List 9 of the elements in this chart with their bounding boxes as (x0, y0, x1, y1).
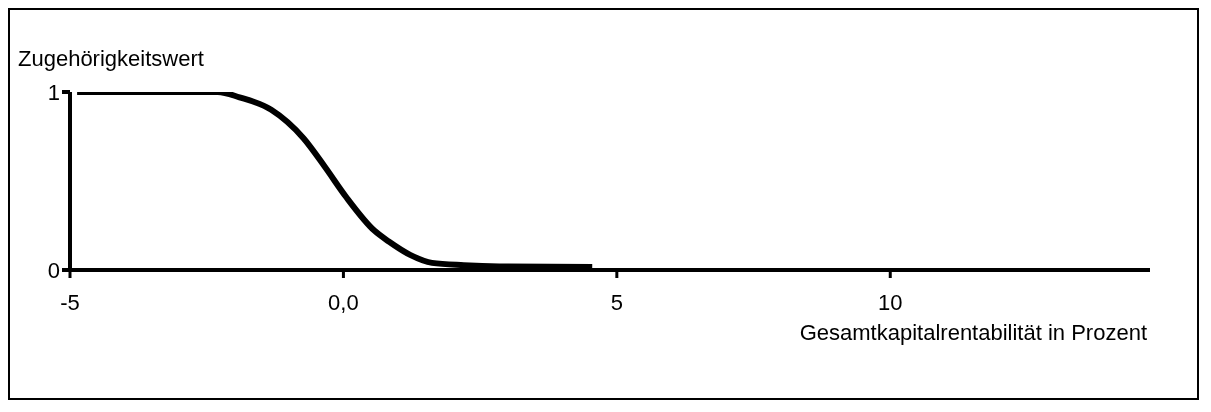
x-axis-title: Gesamtkapitalrentabilität in Prozent (799, 320, 1147, 346)
frame: Zugehörigkeitswert Gesamtkapitalrentabilität in Prozent -5 0,0 5 10 0 1 (8, 8, 1199, 400)
x-tick-label: 5 (610, 289, 623, 315)
x-tick-label: -5 (60, 289, 80, 315)
y-tick-label: 1 (47, 79, 60, 105)
x-tick-label: 0,0 (328, 289, 359, 315)
y-tick-label: 0 (47, 257, 60, 283)
y-axis-title: Zugehörigkeitswert (18, 46, 204, 72)
x-tick-label: 10 (878, 289, 903, 315)
